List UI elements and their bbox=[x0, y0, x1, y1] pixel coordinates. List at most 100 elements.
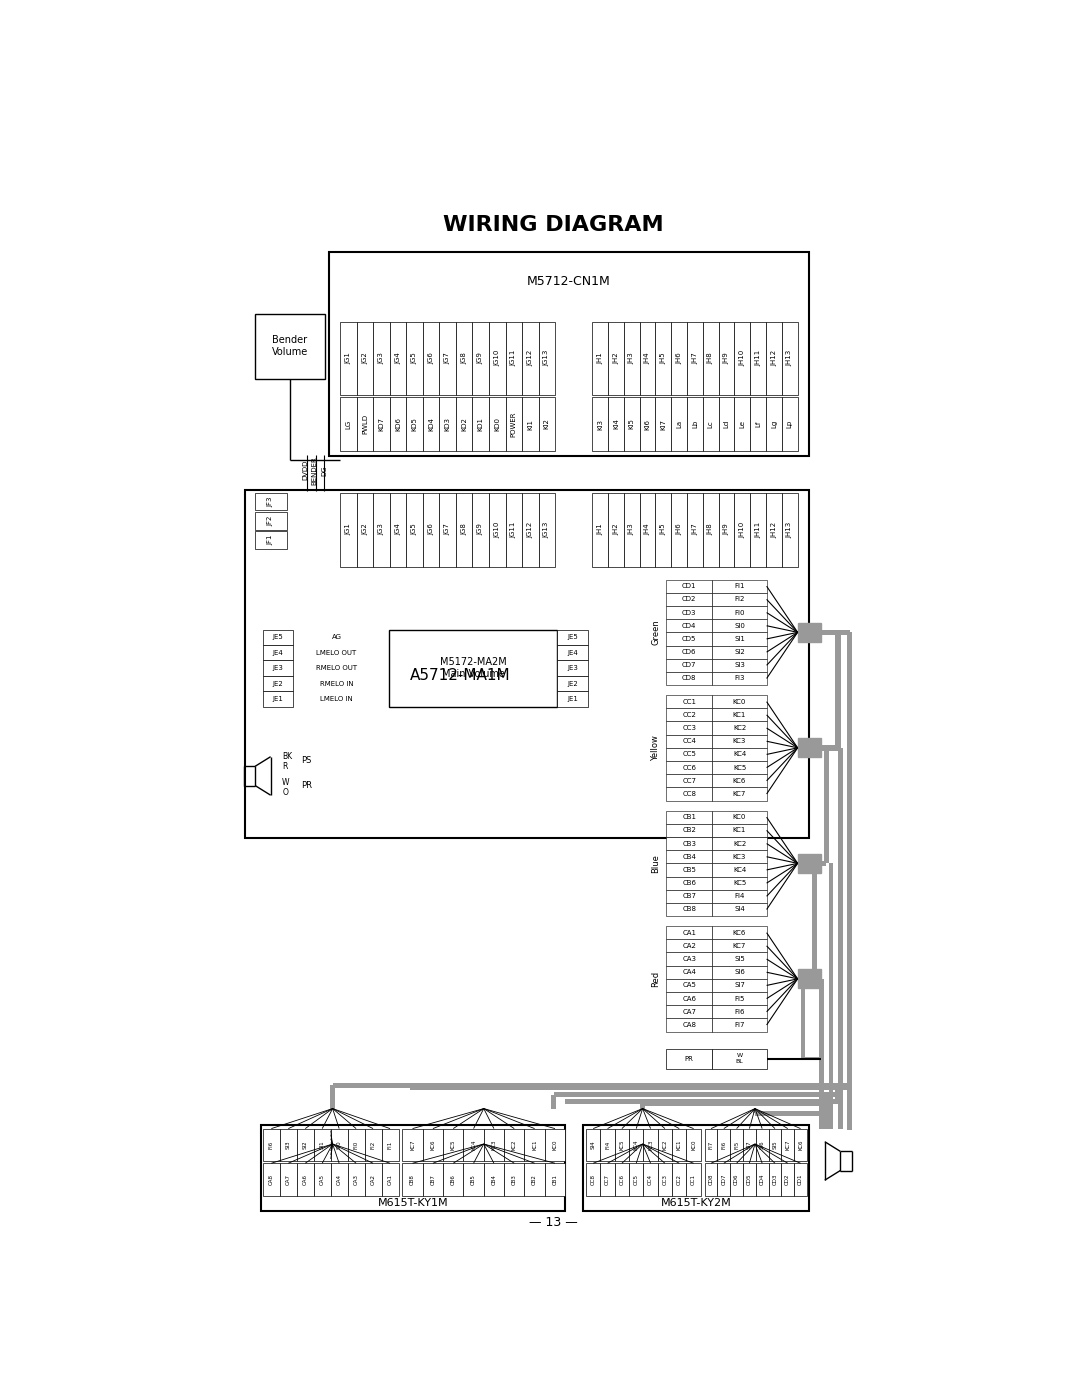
Text: KC3: KC3 bbox=[648, 1140, 653, 1150]
Text: KI2: KI2 bbox=[544, 419, 550, 429]
Text: CD3: CD3 bbox=[681, 609, 697, 616]
Text: SI5: SI5 bbox=[734, 956, 745, 963]
Text: CA3: CA3 bbox=[353, 1173, 359, 1185]
Bar bbox=[769, 1164, 781, 1196]
Bar bbox=[583, 1125, 809, 1211]
Text: KO6: KO6 bbox=[395, 418, 401, 432]
Text: KC0: KC0 bbox=[733, 698, 746, 704]
Text: SI1: SI1 bbox=[734, 636, 745, 643]
Text: CB1: CB1 bbox=[683, 814, 697, 820]
Bar bbox=[472, 321, 489, 395]
Text: CA6: CA6 bbox=[302, 1173, 308, 1185]
Text: KO4: KO4 bbox=[428, 418, 434, 432]
Text: CC1: CC1 bbox=[683, 698, 697, 704]
Bar bbox=[544, 1129, 565, 1161]
Text: CD8: CD8 bbox=[681, 676, 697, 682]
Text: FI6: FI6 bbox=[269, 1140, 274, 1148]
Text: M5712-CN1M: M5712-CN1M bbox=[527, 275, 611, 288]
Text: CD8: CD8 bbox=[708, 1173, 714, 1185]
Bar bbox=[463, 1129, 484, 1161]
Bar bbox=[423, 493, 440, 567]
Text: SI0: SI0 bbox=[337, 1140, 341, 1150]
Text: CC2: CC2 bbox=[683, 712, 697, 718]
Bar bbox=[824, 1095, 829, 1129]
Bar bbox=[600, 1164, 615, 1196]
Bar bbox=[456, 397, 472, 451]
Text: KC0: KC0 bbox=[691, 1140, 697, 1150]
Text: JE4: JE4 bbox=[272, 650, 283, 655]
Bar bbox=[390, 321, 406, 395]
Text: SI3: SI3 bbox=[734, 662, 745, 668]
Bar bbox=[751, 321, 766, 395]
Bar bbox=[262, 1164, 280, 1196]
Bar bbox=[330, 1164, 348, 1196]
Bar bbox=[557, 630, 589, 645]
Text: AG: AG bbox=[332, 634, 341, 640]
Bar bbox=[666, 939, 713, 953]
Bar bbox=[656, 493, 672, 567]
Bar bbox=[262, 1129, 280, 1161]
Text: CA7: CA7 bbox=[683, 1009, 697, 1014]
Bar bbox=[297, 1129, 313, 1161]
Text: JH5: JH5 bbox=[660, 524, 666, 535]
Text: SI0: SI0 bbox=[734, 623, 745, 629]
Text: FI6: FI6 bbox=[721, 1140, 727, 1148]
Text: JE2: JE2 bbox=[567, 680, 578, 686]
Text: CB3: CB3 bbox=[512, 1173, 516, 1185]
Text: KC3: KC3 bbox=[733, 738, 746, 745]
Text: RMELO IN: RMELO IN bbox=[320, 680, 353, 686]
Text: JE5: JE5 bbox=[567, 634, 578, 640]
Text: CB1: CB1 bbox=[553, 1173, 557, 1185]
Bar bbox=[672, 493, 687, 567]
Text: KO3: KO3 bbox=[445, 418, 450, 432]
Text: JG13: JG13 bbox=[544, 521, 550, 538]
Bar bbox=[505, 397, 522, 451]
Text: JH2: JH2 bbox=[613, 352, 619, 365]
Bar bbox=[522, 397, 539, 451]
Text: KC0: KC0 bbox=[553, 1140, 557, 1150]
Bar bbox=[798, 854, 821, 873]
Bar bbox=[717, 1129, 730, 1161]
Text: KO0: KO0 bbox=[495, 418, 500, 432]
Bar bbox=[713, 659, 767, 672]
Text: CB5: CB5 bbox=[683, 868, 697, 873]
Text: FI2: FI2 bbox=[370, 1140, 376, 1148]
Bar bbox=[718, 397, 734, 451]
Text: SI1: SI1 bbox=[320, 1140, 325, 1150]
Bar bbox=[713, 953, 767, 965]
Bar bbox=[260, 1125, 565, 1211]
Bar bbox=[781, 1129, 794, 1161]
Text: KC2: KC2 bbox=[733, 725, 746, 731]
Bar bbox=[666, 735, 713, 747]
Bar bbox=[463, 1164, 484, 1196]
Text: Ld: Ld bbox=[724, 420, 729, 427]
Bar bbox=[539, 493, 555, 567]
Bar bbox=[666, 708, 713, 721]
Text: JG9: JG9 bbox=[477, 352, 484, 365]
Bar bbox=[666, 619, 713, 633]
Bar bbox=[703, 493, 718, 567]
Text: KI3: KI3 bbox=[597, 419, 603, 429]
Bar bbox=[551, 1095, 556, 1109]
Bar bbox=[782, 493, 798, 567]
Bar bbox=[687, 397, 703, 451]
Text: KC5: KC5 bbox=[733, 764, 746, 771]
Text: CC5: CC5 bbox=[634, 1173, 638, 1185]
Bar bbox=[423, 321, 440, 395]
Text: JH9: JH9 bbox=[724, 524, 729, 535]
Text: JG3: JG3 bbox=[379, 352, 384, 365]
Bar bbox=[713, 696, 767, 708]
Text: KI1: KI1 bbox=[527, 419, 534, 429]
Bar bbox=[814, 977, 821, 982]
Bar bbox=[798, 738, 821, 757]
Bar bbox=[672, 397, 687, 451]
Text: JG11: JG11 bbox=[511, 351, 516, 366]
Bar bbox=[586, 1164, 600, 1196]
Bar bbox=[539, 397, 555, 451]
Bar bbox=[666, 788, 713, 800]
Text: FI0: FI0 bbox=[734, 609, 745, 616]
Bar bbox=[713, 619, 767, 633]
Text: CA6: CA6 bbox=[683, 996, 697, 1002]
Bar bbox=[666, 992, 713, 1006]
Bar bbox=[525, 1129, 544, 1161]
